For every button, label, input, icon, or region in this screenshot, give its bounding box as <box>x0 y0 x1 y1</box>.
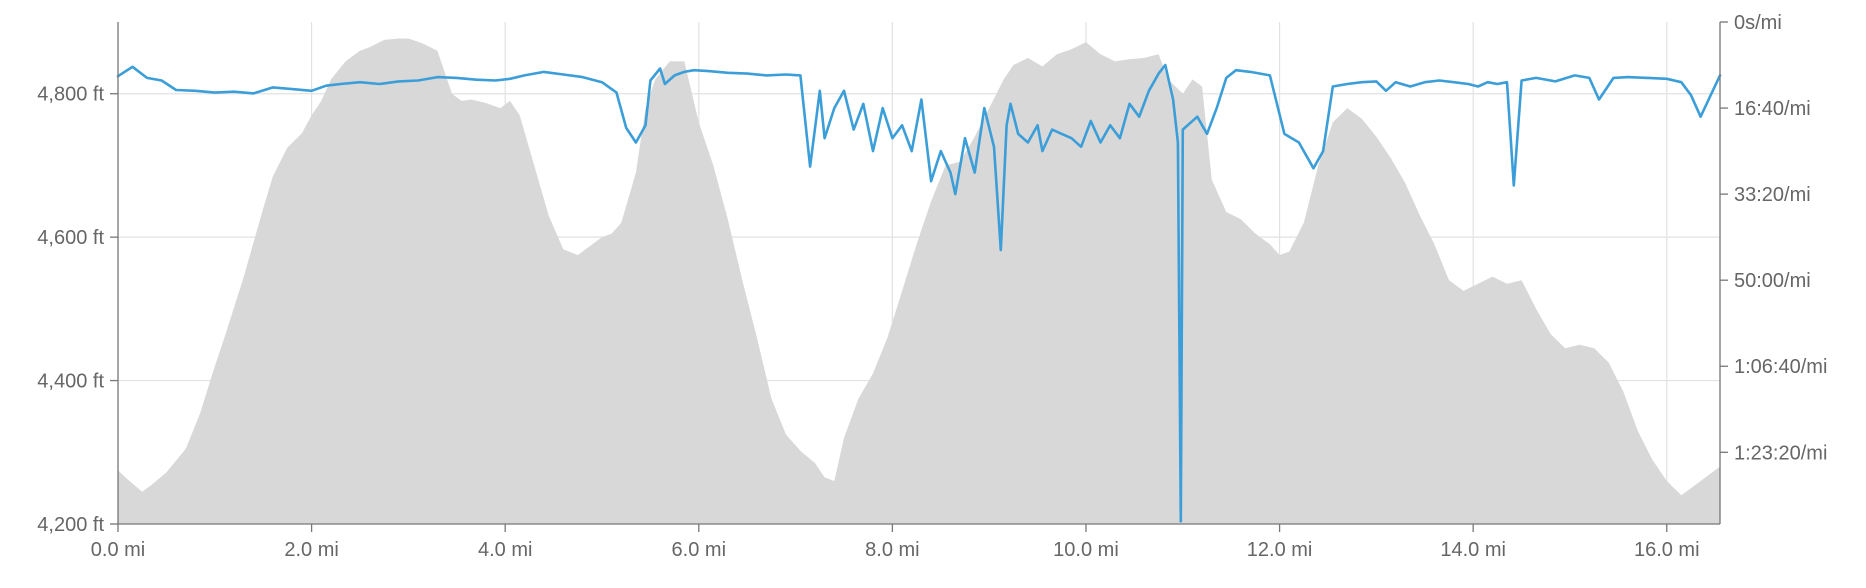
tick-labels: 4,200 ft 4,400 ft 4,600 ft 4,800 ft 0s/mi 16:… <box>37 12 1827 561</box>
right-tick-label-5: 1:23:20/mi <box>1734 442 1827 464</box>
x-tick-label-6: 12.0 mi <box>1247 539 1313 561</box>
axes <box>110 21 1728 532</box>
right-tick-label-3: 50:00/mi <box>1734 270 1811 292</box>
right-tick-label-1: 16:40/mi <box>1734 98 1811 120</box>
x-tick-label-4: 8.0 mi <box>865 539 919 561</box>
pace-line <box>116 63 1722 523</box>
left-tick-label-3: 4,800 ft <box>37 84 104 106</box>
x-tick-label-1: 2.0 mi <box>284 539 338 561</box>
x-tick-label-7: 14.0 mi <box>1440 539 1506 561</box>
right-tick-label-0: 0s/mi <box>1734 12 1782 34</box>
x-tick-label-5: 10.0 mi <box>1053 539 1119 561</box>
x-tick-label-2: 4.0 mi <box>478 539 532 561</box>
right-tick-label-4: 1:06:40/mi <box>1734 356 1827 378</box>
x-tick-label-3: 6.0 mi <box>672 539 726 561</box>
left-tick-label-1: 4,400 ft <box>37 371 104 393</box>
pace-line-layer <box>116 63 1722 523</box>
left-tick-label-2: 4,600 ft <box>37 227 104 249</box>
right-tick-label-2: 33:20/mi <box>1734 184 1811 206</box>
x-tick-label-0: 0.0 mi <box>91 539 145 561</box>
x-tick-label-8: 16.0 mi <box>1634 539 1700 561</box>
left-tick-label-0: 4,200 ft <box>37 514 104 536</box>
elevation-area-layer <box>118 38 1720 524</box>
elevation-area <box>118 38 1720 524</box>
